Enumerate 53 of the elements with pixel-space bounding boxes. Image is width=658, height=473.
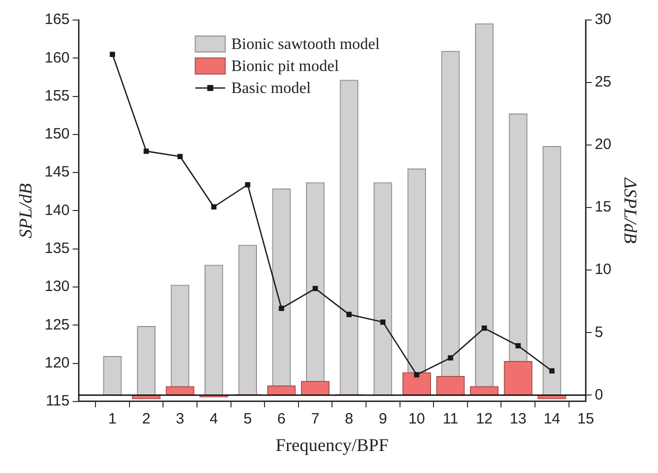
y2-tick-label: 20 xyxy=(594,136,612,154)
x-tick-label: 15 xyxy=(577,410,594,428)
legend-label: Bionic pit model xyxy=(231,58,340,76)
point xyxy=(346,312,352,318)
y2-axis-title: ΔSPL/dB xyxy=(620,176,640,244)
point xyxy=(380,319,386,325)
point xyxy=(515,343,521,348)
y-tick-label: 140 xyxy=(44,202,70,219)
y-tick-label: 125 xyxy=(44,316,70,334)
x-tick-label: 4 xyxy=(210,410,218,428)
y2-tick-label: 25 xyxy=(594,74,612,91)
x-tick-label: 2 xyxy=(142,410,150,428)
x-tick-label: 12 xyxy=(476,410,493,428)
x-tick-label: 6 xyxy=(277,410,286,428)
point xyxy=(312,286,318,292)
y2-tick-label: 5 xyxy=(594,324,604,341)
y-tick-label: 135 xyxy=(44,240,70,257)
x-tick-label: 1 xyxy=(108,410,117,428)
point xyxy=(482,326,487,331)
y-tick-label: 115 xyxy=(46,392,70,410)
legend-label: Bionic sawtooth model xyxy=(231,36,380,54)
y-tick-label: 150 xyxy=(44,126,70,143)
point xyxy=(144,148,149,154)
point xyxy=(414,372,420,378)
y-axis-title: SPL/dB xyxy=(16,183,36,238)
point xyxy=(211,204,216,210)
y-tick-label: 120 xyxy=(44,354,70,372)
x-tick-label: 7 xyxy=(311,410,320,428)
y2-tick-label: 0 xyxy=(594,386,604,404)
point xyxy=(549,368,555,374)
x-axis-title: Frequency/BPF xyxy=(276,434,389,455)
x-tick-label: 14 xyxy=(544,410,560,428)
point xyxy=(177,154,183,160)
y-tick-label: 130 xyxy=(44,278,70,296)
y2-tick-label: 30 xyxy=(594,11,612,28)
y2-tick-label: 15 xyxy=(594,198,612,216)
point xyxy=(245,182,250,188)
y-tick-label: 160 xyxy=(44,49,70,66)
y-tick-label: 165 xyxy=(44,11,70,28)
x-tick-label: 5 xyxy=(243,410,252,428)
x-tick-label: 3 xyxy=(176,410,184,428)
y-tick-label: 145 xyxy=(44,164,70,181)
point xyxy=(278,306,284,311)
x-tick-label: 13 xyxy=(510,410,526,428)
x-tick-label: 9 xyxy=(378,410,388,428)
y-tick-label: 155 xyxy=(44,87,70,104)
point xyxy=(110,52,116,57)
x-tick-label: 11 xyxy=(442,410,458,428)
legend-label: Basic model xyxy=(231,80,312,98)
point xyxy=(448,355,454,361)
x-tick-label: 10 xyxy=(408,410,426,428)
x-tick-label: 8 xyxy=(344,410,354,428)
y2-tick-label: 10 xyxy=(594,261,612,278)
